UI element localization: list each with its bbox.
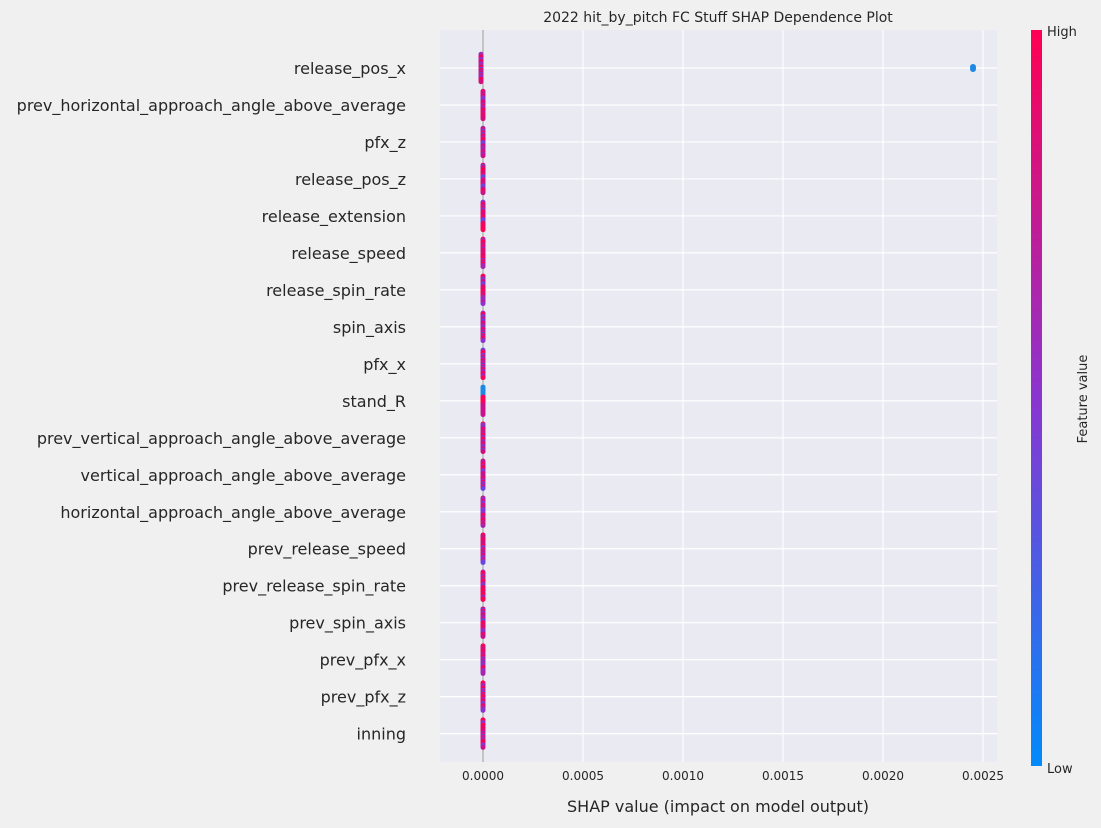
shap-point: [480, 227, 486, 233]
shap-point: [480, 486, 486, 492]
shap-point: [480, 338, 486, 344]
shap-point: [480, 116, 486, 122]
x-ticks: 0.0000 0.0005 0.0010 0.0015 0.0020 0.0025: [462, 769, 1004, 783]
feature-label: horizontal_approach_angle_above_average: [60, 503, 406, 523]
feature-label: prev_pfx_z: [321, 688, 406, 708]
x-tick-label: 0.0015: [762, 769, 804, 783]
feature-label: prev_horizontal_approach_angle_above_ave…: [17, 96, 406, 116]
x-tick-label: 0.0010: [662, 769, 704, 783]
feature-label: release_pos_z: [295, 170, 406, 190]
x-tick-label: 0.0020: [862, 769, 904, 783]
shap-point: [480, 264, 486, 270]
feature-label: pfx_x: [363, 355, 406, 375]
feature-label: prev_pfx_x: [320, 651, 406, 671]
colorbar-high-label: High: [1047, 25, 1077, 40]
x-axis-label: SHAP value (impact on model output): [567, 797, 869, 816]
plot-area: [440, 30, 997, 762]
shap-point: [480, 449, 486, 455]
shap-point: [480, 633, 486, 639]
shap-point: [480, 412, 486, 418]
feature-label: vertical_approach_angle_above_average: [81, 466, 406, 486]
shap-point: [480, 707, 486, 713]
x-tick-label: 0.0005: [562, 769, 604, 783]
grid: [440, 30, 997, 762]
feature-label: release_pos_x: [294, 59, 406, 79]
feature-labels: release_pos_x prev_horizontal_approach_an…: [17, 59, 406, 744]
shap-point: [480, 301, 486, 307]
feature-label: prev_spin_axis: [289, 614, 406, 634]
feature-label: release_spin_rate: [266, 281, 406, 301]
shap-point: [480, 190, 486, 196]
shap-point: [480, 375, 486, 381]
feature-label: prev_release_spin_rate: [222, 577, 406, 597]
chart-title: 2022 hit_by_pitch FC Stuff SHAP Dependen…: [543, 10, 893, 26]
colorbar-title: Feature value: [1076, 355, 1091, 444]
data-marks: [478, 51, 976, 750]
feature-label: pfx_z: [364, 133, 406, 153]
shap-point: [478, 79, 484, 85]
shap-point: [480, 744, 486, 750]
feature-label: prev_vertical_approach_angle_above_avera…: [37, 429, 406, 449]
shap-point: [480, 596, 486, 602]
feature-label: release_speed: [291, 244, 406, 264]
x-tick-label: 0.0025: [962, 769, 1004, 783]
shap-point: [480, 523, 486, 529]
shap-point: [480, 153, 486, 159]
shap-point: [480, 559, 486, 565]
feature-label: release_extension: [262, 207, 406, 227]
feature-label: spin_axis: [333, 318, 406, 338]
x-tick-label: 0.0000: [462, 769, 504, 783]
shap-point: [480, 670, 486, 676]
feature-label: prev_release_speed: [248, 540, 406, 560]
shap-outlier-point: [970, 66, 976, 72]
feature-label: stand_R: [342, 392, 406, 412]
colorbar-low-label: Low: [1047, 762, 1073, 777]
colorbar: [1031, 30, 1042, 766]
feature-label: inning: [357, 725, 406, 744]
